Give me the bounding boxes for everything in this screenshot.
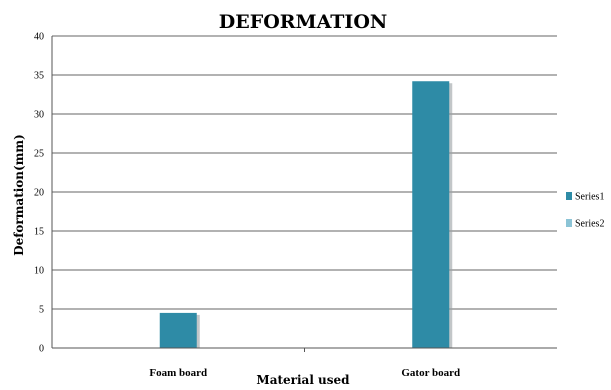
legend-swatch-2 — [566, 219, 572, 227]
bar-series1-1 — [412, 81, 450, 349]
bars — [159, 81, 453, 349]
x-axis-label: Material used — [256, 373, 350, 387]
y-tick-label: 10 — [34, 266, 44, 277]
bar-series1-0 — [159, 312, 197, 348]
y-tick-label: 15 — [34, 227, 44, 238]
y-tick-label: 40 — [34, 32, 44, 43]
x-tick-labels: Foam board Gator board — [149, 348, 460, 379]
y-tick-label: 25 — [34, 149, 44, 160]
y-tick-label: 0 — [39, 344, 44, 355]
legend-label-2: Series2 — [575, 219, 604, 230]
gridlines — [52, 35, 557, 310]
y-tick-label: 5 — [39, 305, 44, 316]
legend-swatch-1 — [566, 192, 572, 200]
legend-label-1: Series1 — [575, 192, 604, 203]
x-tick-label: Gator board — [401, 367, 460, 379]
y-tick-label: 20 — [34, 188, 44, 199]
legend: Series1 Series2 — [566, 192, 604, 230]
x-tick-label: Foam board — [149, 367, 207, 379]
y-tick-label: 35 — [34, 71, 44, 82]
chart-title: DEFORMATION — [219, 11, 387, 33]
y-tick-labels: 0 5 10 15 20 25 30 35 40 — [34, 32, 44, 355]
y-tick-label: 30 — [34, 110, 44, 121]
y-axis-label: Deformation(mm) — [12, 134, 26, 256]
